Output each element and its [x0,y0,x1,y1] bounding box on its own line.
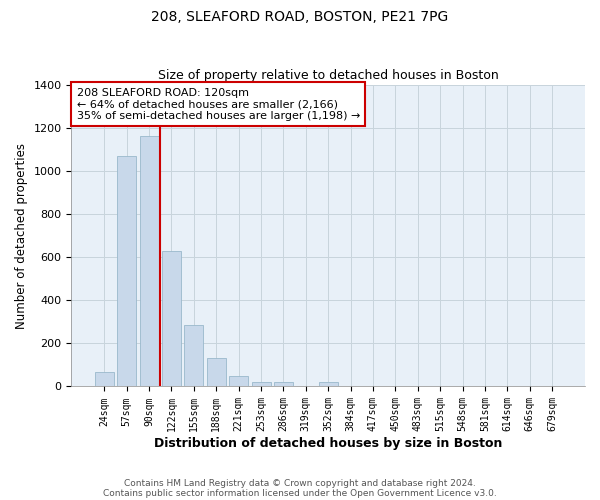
Bar [274,382,293,386]
Bar [207,358,226,386]
Text: Contains public sector information licensed under the Open Government Licence v3: Contains public sector information licen… [103,488,497,498]
Bar [140,136,158,386]
X-axis label: Distribution of detached houses by size in Boston: Distribution of detached houses by size … [154,437,502,450]
Y-axis label: Number of detached properties: Number of detached properties [15,142,28,328]
Bar [162,250,181,386]
Bar [117,156,136,386]
Bar [319,382,338,386]
Bar [229,376,248,386]
Bar [251,382,271,386]
Text: Contains HM Land Registry data © Crown copyright and database right 2024.: Contains HM Land Registry data © Crown c… [124,478,476,488]
Bar [95,372,114,386]
Bar [184,325,203,386]
Title: Size of property relative to detached houses in Boston: Size of property relative to detached ho… [158,69,499,82]
Text: 208, SLEAFORD ROAD, BOSTON, PE21 7PG: 208, SLEAFORD ROAD, BOSTON, PE21 7PG [151,10,449,24]
Text: 208 SLEAFORD ROAD: 120sqm
← 64% of detached houses are smaller (2,166)
35% of se: 208 SLEAFORD ROAD: 120sqm ← 64% of detac… [77,88,360,121]
